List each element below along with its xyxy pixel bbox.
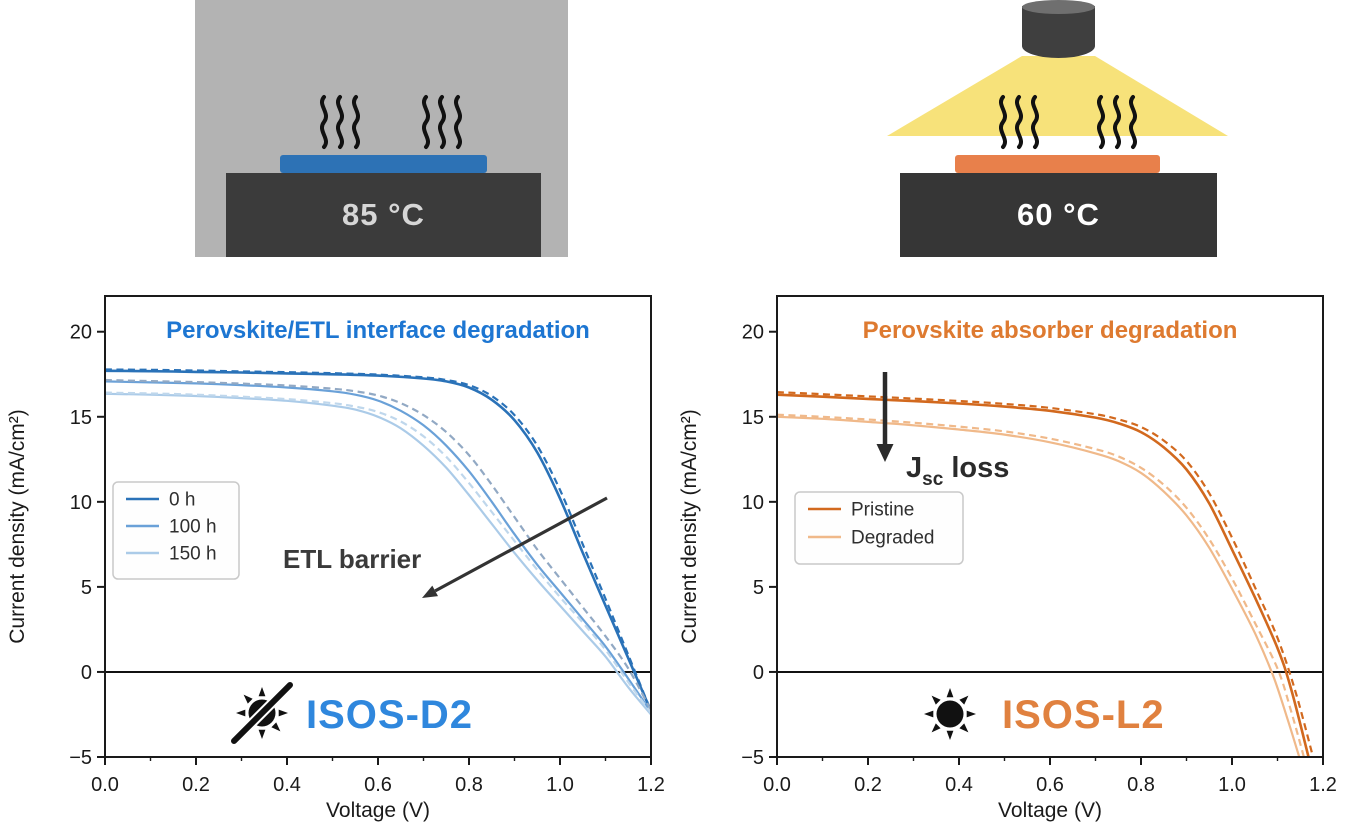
hotplate-85c: 85 °C xyxy=(226,173,541,257)
x-tick-label: 1.2 xyxy=(637,774,665,796)
y-tick-label: 0 xyxy=(753,662,764,684)
x-tick-label: 0.4 xyxy=(945,774,973,796)
chart-title: Perovskite/ETL interface degradation xyxy=(166,317,590,344)
isos-d2-jv-chart: 0.0 0.2 0.4 0.6 0.8 1.0 1.2 −5 0 5 10 15 20 Voltage (… xyxy=(6,295,665,822)
jv-curve-degraded xyxy=(777,415,1301,757)
y-tick-label: 15 xyxy=(742,407,764,429)
y-tick-label: 15 xyxy=(70,407,92,429)
solar-cell-sample-blue xyxy=(280,155,487,173)
sun-ray xyxy=(931,723,941,733)
isos-l2-jv-chart: 0.0 0.2 0.4 0.6 0.8 1.0 1.2 −5 0 5 10 15 20 Voltage (… xyxy=(678,295,1337,822)
legend-box xyxy=(112,481,240,580)
x-tick-label: 0.8 xyxy=(455,774,483,796)
jv-curve-100-h xyxy=(105,380,651,713)
y-tick-label: 5 xyxy=(753,577,764,599)
y-tick-label: 0 xyxy=(81,662,92,684)
sun-ray xyxy=(258,729,266,739)
sun-ray xyxy=(959,695,969,705)
sun-ray xyxy=(966,710,976,718)
x-tick-label: 1.0 xyxy=(546,774,574,796)
sun-body xyxy=(936,700,964,728)
isos-protocol-label: ISOS-L2 xyxy=(1002,693,1165,737)
hotplate-temperature-label: 85 °C xyxy=(342,197,425,232)
sun-slash-icon xyxy=(231,682,293,744)
annotation-text: Jsc loss xyxy=(906,452,1009,490)
y-tick-label: 20 xyxy=(742,322,764,344)
y-tick-label: 5 xyxy=(81,577,92,599)
x-axis-label: Voltage (V) xyxy=(326,799,430,822)
x-tick-label: 0.8 xyxy=(1127,774,1155,796)
sun-ray xyxy=(946,688,954,698)
heat-waves-icon xyxy=(320,95,360,149)
jv-curve-0-h xyxy=(105,369,651,712)
jv-curve-degraded-reverse-scan- xyxy=(777,413,1306,757)
x-tick-label: 0.6 xyxy=(1036,774,1064,796)
x-tick-label: 1.2 xyxy=(1309,774,1337,796)
x-tick-label: 0.0 xyxy=(91,774,119,796)
y-tick-label: −5 xyxy=(741,747,764,769)
x-tick-label: 0.0 xyxy=(763,774,791,796)
legend-label: 0 h xyxy=(169,490,195,511)
jv-curve-100-h-reverse-scan- xyxy=(105,378,651,711)
lamp-top-ellipse xyxy=(1022,0,1095,14)
sun-ray xyxy=(271,722,281,732)
y-tick-label: −5 xyxy=(69,747,92,769)
isos-protocol-label: ISOS-D2 xyxy=(306,693,473,737)
x-tick-label: 0.4 xyxy=(273,774,301,796)
heat-waves-icon xyxy=(1097,95,1137,149)
annotation-text: ETL barrier xyxy=(283,544,421,574)
heat-waves-icon xyxy=(422,95,462,149)
annotation-arrow-head xyxy=(422,585,438,598)
legend-label: Pristine xyxy=(851,500,914,521)
legend-label: 150 h xyxy=(169,544,217,565)
jv-curve-pristine-reverse-scan- xyxy=(777,391,1315,757)
y-axis-label: Current density (mA/cm²) xyxy=(678,409,701,644)
sun-ray xyxy=(236,709,246,717)
sun-icon xyxy=(924,688,976,740)
chart-title: Perovskite absorber degradation xyxy=(863,317,1238,344)
y-tick-label: 20 xyxy=(70,322,92,344)
x-tick-label: 0.2 xyxy=(182,774,210,796)
legend-label: Degraded xyxy=(851,528,934,549)
sun-ray xyxy=(278,709,288,717)
x-tick-label: 0.6 xyxy=(364,774,392,796)
y-tick-label: 10 xyxy=(70,492,92,514)
hotplate-60c: 60 °C xyxy=(900,173,1217,257)
heat-waves-icon xyxy=(999,95,1039,149)
sun-ray xyxy=(924,710,934,718)
jv-curve-150-h-reverse-scan- xyxy=(105,391,651,714)
sun-ray xyxy=(959,723,969,733)
lamp-icon xyxy=(1022,6,1095,58)
x-tick-label: 1.0 xyxy=(1218,774,1246,796)
jv-curve-0-h-reverse-scan- xyxy=(105,368,651,712)
hotplate-temperature-label: 60 °C xyxy=(1017,197,1100,232)
sun-ray xyxy=(931,695,941,705)
y-tick-label: 10 xyxy=(742,492,764,514)
sun-ray xyxy=(243,694,253,704)
jsc-loss-arrow-head xyxy=(876,444,894,462)
x-tick-label: 0.2 xyxy=(854,774,882,796)
slash-line xyxy=(231,682,293,744)
sun-ray xyxy=(258,687,266,697)
annotation-arrow-shaft xyxy=(434,496,608,593)
y-axis-label: Current density (mA/cm²) xyxy=(6,409,29,644)
sun-ray xyxy=(946,730,954,740)
jv-curve-150-h xyxy=(105,392,651,716)
jv-curve-pristine xyxy=(777,393,1310,757)
light-beam xyxy=(887,56,1228,136)
legend-label: 100 h xyxy=(169,517,217,538)
solar-cell-sample-orange xyxy=(955,155,1160,173)
x-axis-label: Voltage (V) xyxy=(998,799,1102,822)
